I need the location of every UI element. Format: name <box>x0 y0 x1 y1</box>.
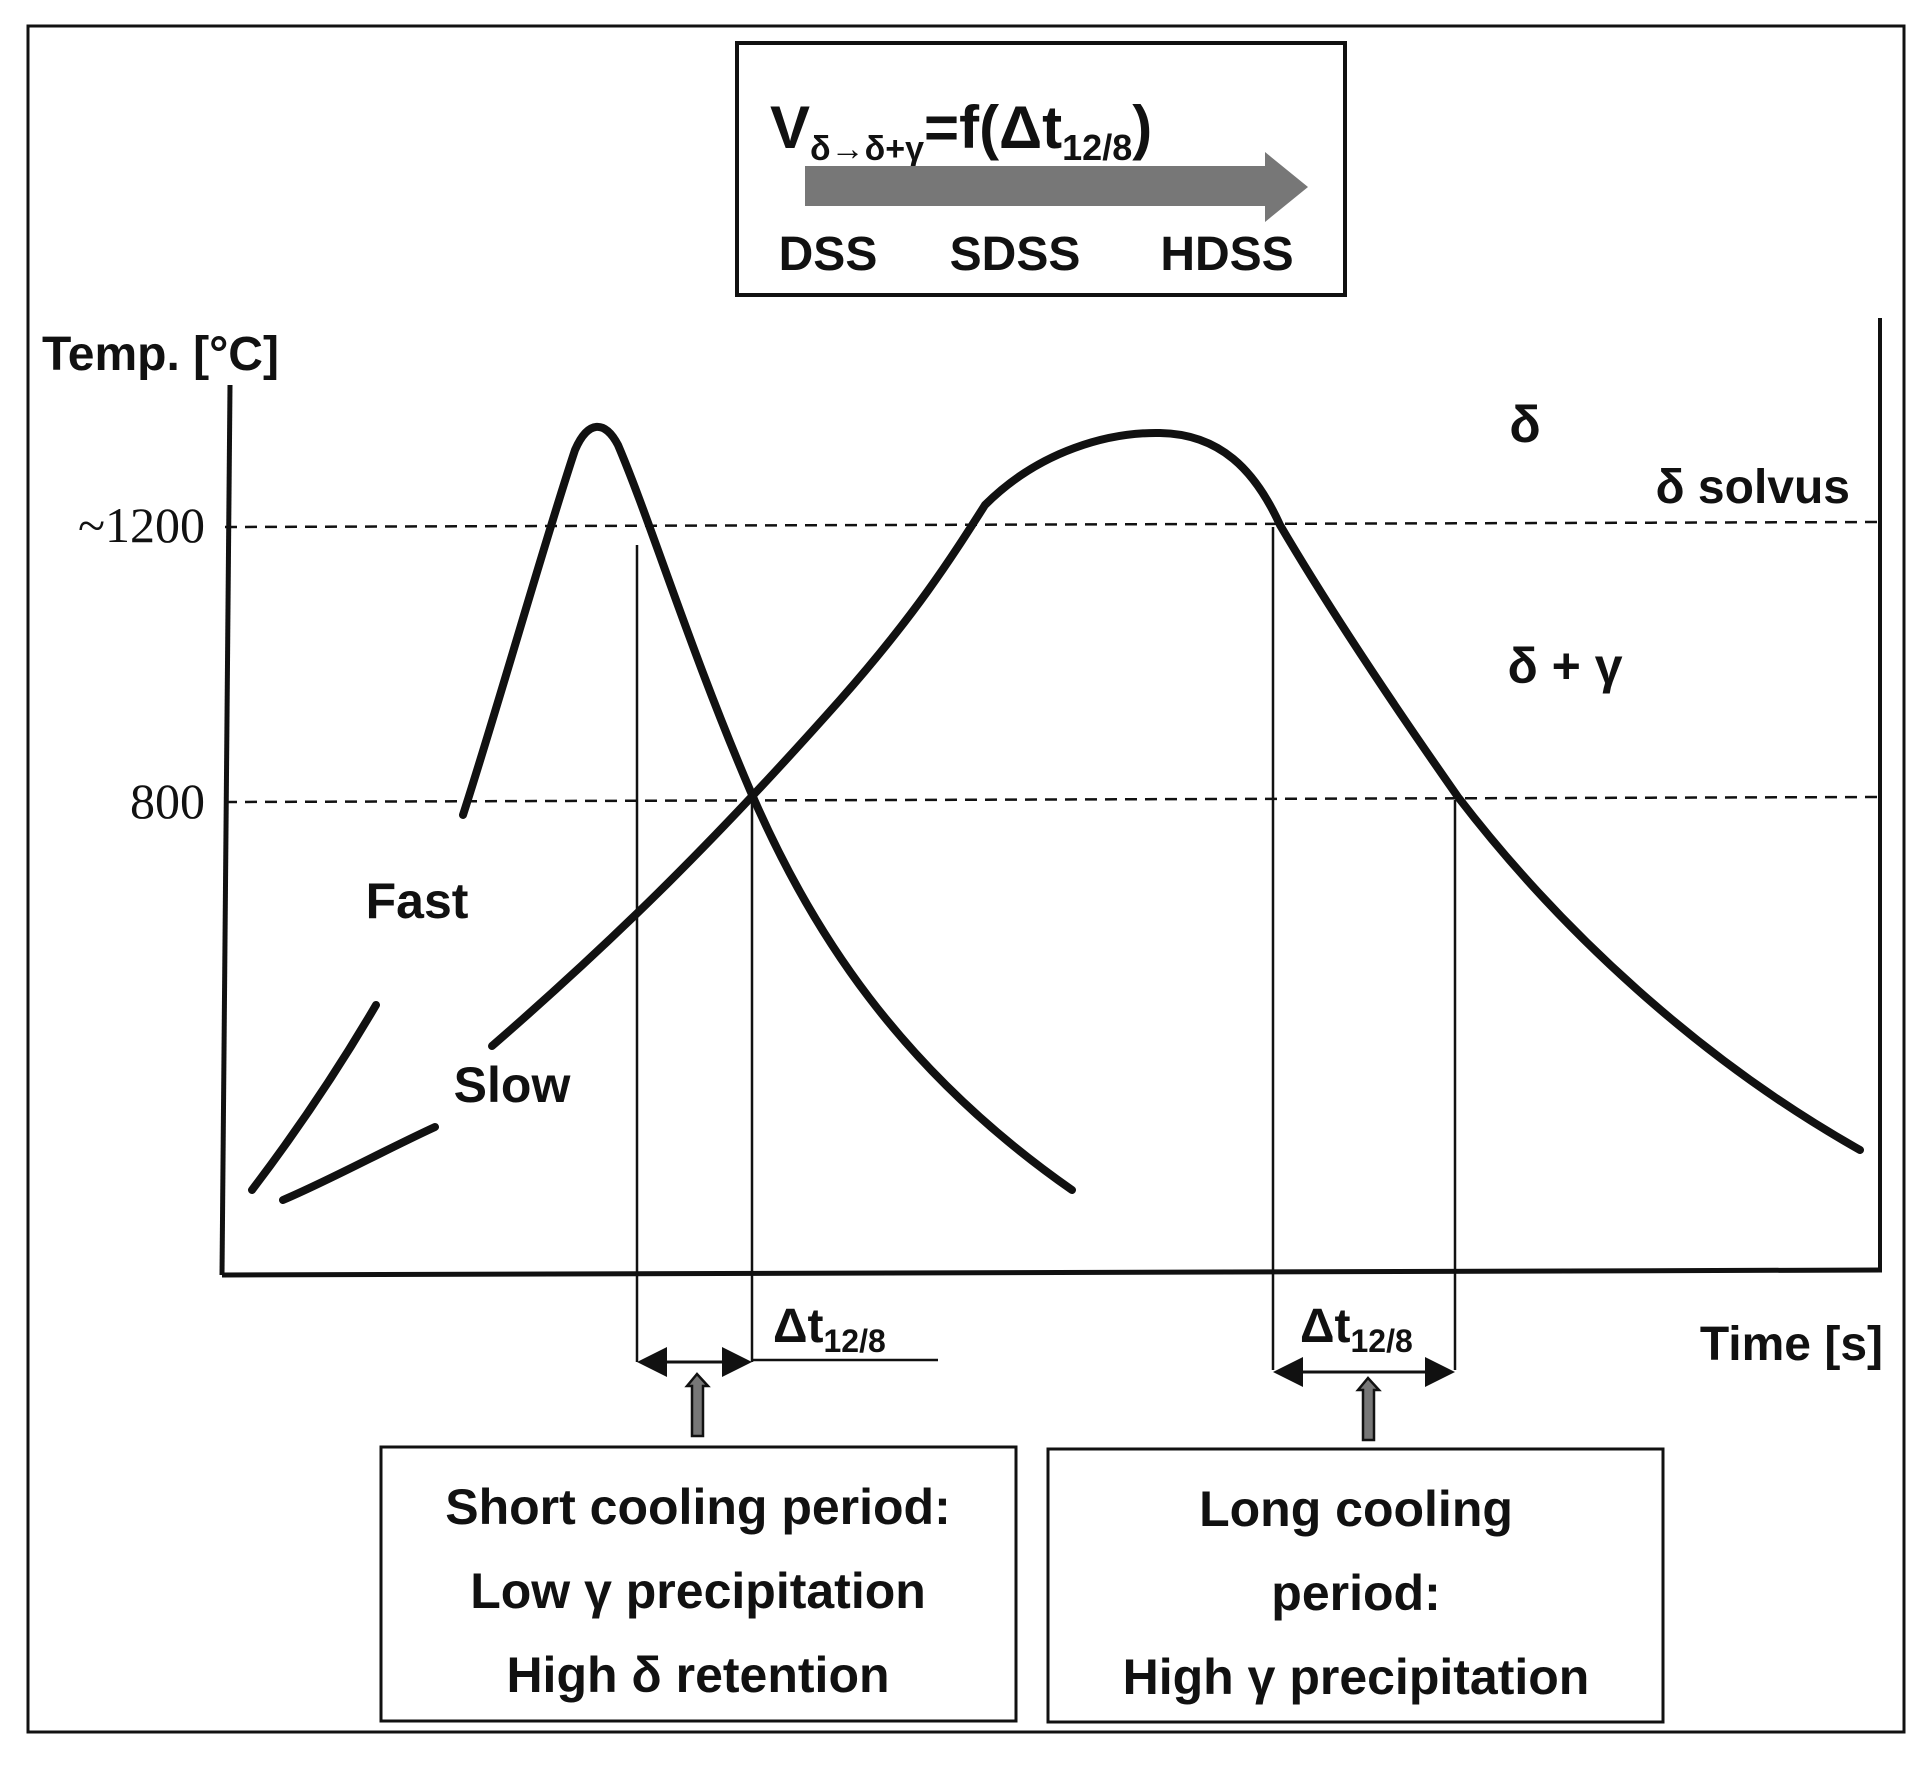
fast-curve <box>248 422 1076 1194</box>
short-cooling-box: Short cooling period: Low γ precipitatio… <box>379 1445 1018 1723</box>
interval-drop-lines <box>635 527 1457 1370</box>
y-axis-line <box>219 384 233 1276</box>
800-dashed-line <box>224 795 1881 804</box>
fast-curve-main <box>459 422 1076 1194</box>
long-box-line-3: High γ precipitation <box>1123 1649 1590 1705</box>
fast-curve-start <box>248 1001 380 1194</box>
fast-label: Fast <box>366 873 469 929</box>
formula-text: Vδ→δ+γ=f(Δt12/8) <box>770 94 1152 168</box>
grade-sdss: SDSS <box>950 228 1081 281</box>
delta-solvus-label: δ solvus <box>1655 461 1850 514</box>
right-interval: Δt12/8 <box>1273 1300 1455 1442</box>
grade-hdss: HDSS <box>1160 228 1293 281</box>
left-interval-label: Δt12/8 <box>773 1300 886 1359</box>
long-cooling-box: Long cooling period: High γ precipitatio… <box>1046 1447 1665 1724</box>
x-axis-label: Time [s] <box>1700 1318 1883 1371</box>
short-cooling-box-border <box>379 1445 1018 1723</box>
right-pointer-arrow <box>1355 1376 1382 1442</box>
short-box-line-1: Short cooling period: <box>445 1479 951 1535</box>
long-cooling-box-border <box>1046 1447 1665 1724</box>
slow-curve-start <box>279 1123 439 1204</box>
left-pointer-arrow <box>684 1372 711 1438</box>
axes: Temp. [°C] Time [s] ~1200 800 <box>42 318 1883 1371</box>
solvus-dashed-line <box>224 520 1881 529</box>
y-axis-label: Temp. [°C] <box>42 328 279 381</box>
short-box-line-3: High δ retention <box>506 1647 889 1703</box>
left-interval: Δt12/8 <box>637 1300 938 1438</box>
delta-gamma-label: δ + γ <box>1507 638 1622 694</box>
delta-phase-label: δ <box>1509 396 1541 454</box>
slow-label: Slow <box>454 1057 571 1113</box>
x-axis-line <box>221 1267 1883 1278</box>
long-box-line-2: period: <box>1271 1565 1440 1621</box>
slow-curve-main <box>488 428 1864 1154</box>
formula-box: Vδ→δ+γ=f(Δt12/8) DSS SDSS HDSS <box>735 41 1347 297</box>
outer-frame <box>26 24 1906 1734</box>
slow-curve <box>279 428 1864 1204</box>
grade-dss: DSS <box>779 228 878 281</box>
right-interval-label: Δt12/8 <box>1300 1300 1413 1359</box>
progression-arrow <box>805 152 1308 222</box>
short-box-line-2: Low γ precipitation <box>470 1563 926 1619</box>
y-tick-1200: ~1200 <box>78 497 205 553</box>
y-tick-800: 800 <box>130 773 205 829</box>
long-box-line-1: Long cooling <box>1199 1481 1513 1537</box>
